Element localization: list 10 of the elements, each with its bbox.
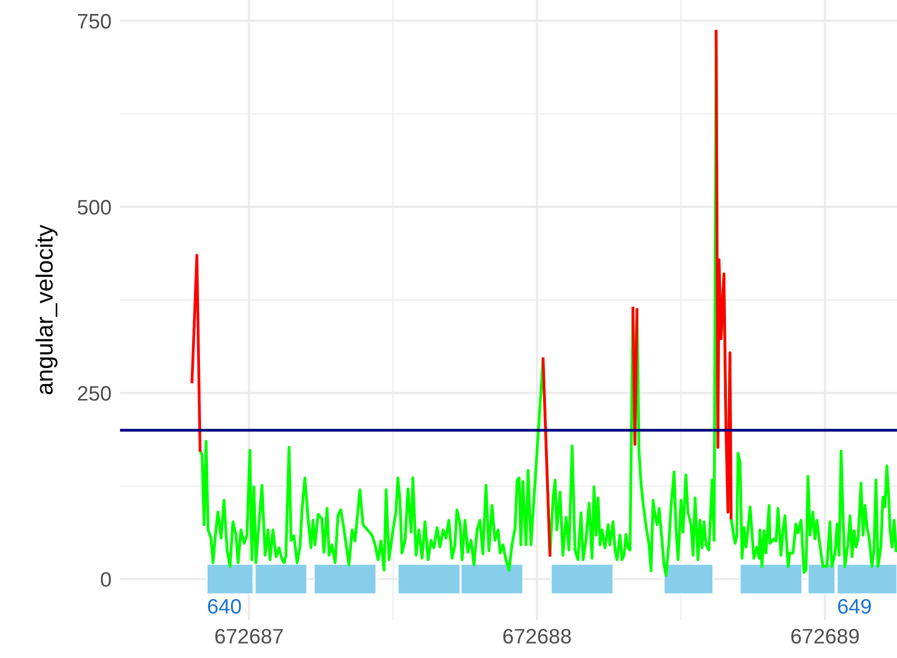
y-tick-label: 250 bbox=[78, 386, 111, 401]
band-label: 649 bbox=[838, 598, 871, 614]
x-tick-label: 672689 bbox=[791, 628, 859, 644]
y-tick-label: 0 bbox=[100, 572, 111, 587]
band-label: 640 bbox=[208, 598, 241, 614]
x-tick-label: 672688 bbox=[503, 628, 571, 644]
y-tick-label: 500 bbox=[78, 200, 111, 215]
y-tick-label: 750 bbox=[78, 14, 111, 29]
x-tick-label: 672687 bbox=[215, 628, 283, 644]
y-axis-title: angular_velocity bbox=[35, 224, 58, 394]
